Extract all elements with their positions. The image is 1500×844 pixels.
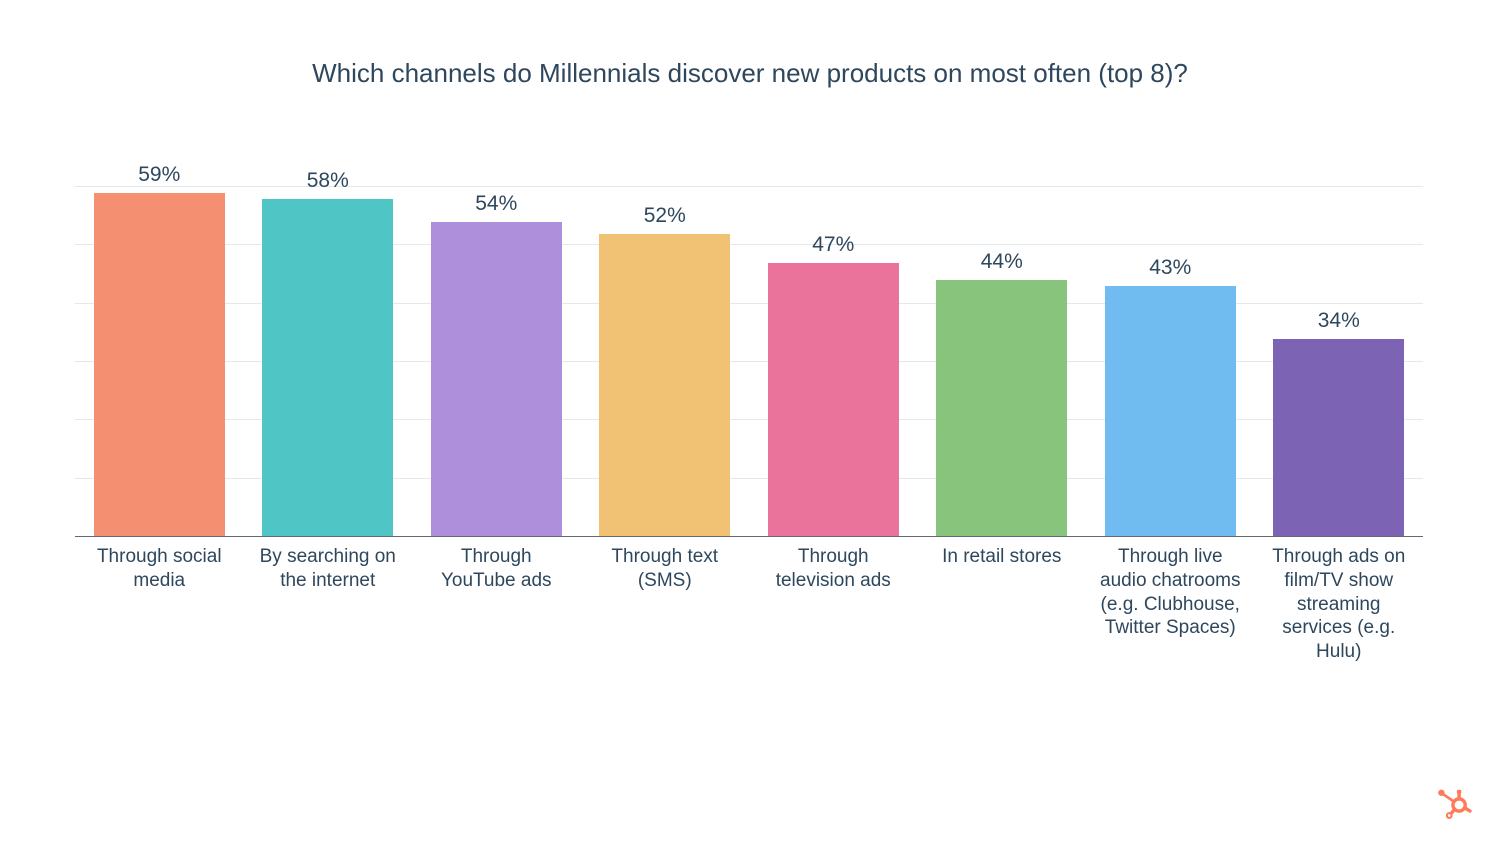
bar-slot: 44% xyxy=(918,187,1087,537)
bar-slot: 47% xyxy=(749,187,918,537)
x-axis-line xyxy=(75,536,1423,537)
bar-value-label: 54% xyxy=(475,192,517,216)
bar-slot: 43% xyxy=(1086,187,1255,537)
x-axis-labels: Through social mediaBy searching on the … xyxy=(75,545,1423,664)
bar: 59% xyxy=(94,193,225,537)
bar: 58% xyxy=(262,199,393,537)
bar-slot: 58% xyxy=(244,187,413,537)
bar-slot: 34% xyxy=(1255,187,1424,537)
x-axis-label: Through television ads xyxy=(749,545,918,664)
x-axis-label: By searching on the internet xyxy=(244,545,413,664)
x-axis-label: Through text (SMS) xyxy=(581,545,750,664)
bar-value-label: 43% xyxy=(1149,256,1191,280)
bar-value-label: 47% xyxy=(812,233,854,257)
bar: 54% xyxy=(431,222,562,537)
x-axis-label: Through live audio chatrooms (e.g. Clubh… xyxy=(1086,545,1255,664)
bar-slot: 54% xyxy=(412,187,581,537)
bar-value-label: 34% xyxy=(1318,309,1360,333)
bar: 43% xyxy=(1105,286,1236,537)
x-axis-label: Through YouTube ads xyxy=(412,545,581,664)
chart-title: Which channels do Millennials discover n… xyxy=(0,58,1500,89)
bar: 52% xyxy=(599,234,730,537)
x-axis-label: Through ads on film/TV show streaming se… xyxy=(1255,545,1424,664)
hubspot-logo-icon xyxy=(1438,788,1472,822)
bar: 34% xyxy=(1273,339,1404,537)
bar-value-label: 58% xyxy=(307,169,349,193)
bar-value-label: 52% xyxy=(644,204,686,228)
bar-series: 59% 58% 54% 52% 47% 44% 43% 34% xyxy=(75,187,1423,537)
x-axis-label: Through social media xyxy=(75,545,244,664)
chart-plot-area: 59% 58% 54% 52% 47% 44% 43% 34% xyxy=(75,187,1423,537)
bar-value-label: 59% xyxy=(138,163,180,187)
bar-slot: 52% xyxy=(581,187,750,537)
bar: 44% xyxy=(936,280,1067,537)
bar-slot: 59% xyxy=(75,187,244,537)
bar: 47% xyxy=(768,263,899,537)
x-axis-label: In retail stores xyxy=(918,545,1087,664)
bar-value-label: 44% xyxy=(981,250,1023,274)
